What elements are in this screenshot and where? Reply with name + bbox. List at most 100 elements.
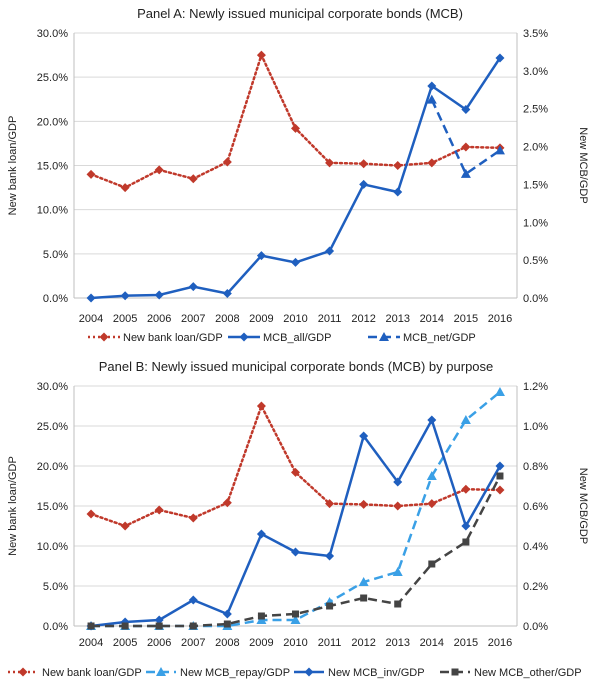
data-point xyxy=(291,257,300,267)
data-point xyxy=(393,161,403,170)
legend-label: New MCB_other/GDP xyxy=(474,667,582,679)
y-right-tick-label: 0.6% xyxy=(523,501,548,513)
data-point xyxy=(188,513,198,523)
y-left-tick-label: 0.0% xyxy=(43,621,68,633)
chart-title: Panel A: Newly issued municipal corporat… xyxy=(137,6,463,21)
data-point xyxy=(325,158,335,168)
y-right-tick-label: 0.0% xyxy=(523,621,548,633)
data-point xyxy=(154,615,164,625)
x-tick-label: 2006 xyxy=(147,637,171,649)
data-point xyxy=(292,610,299,618)
data-point xyxy=(426,94,437,104)
data-point xyxy=(223,620,231,628)
data-point xyxy=(120,521,130,531)
y-right-tick-label: 1.2% xyxy=(523,381,548,393)
y-right-tick-label: 0.5% xyxy=(523,255,548,267)
data-point xyxy=(359,159,369,169)
data-point xyxy=(86,169,96,179)
y-right-tick-label: 1.5% xyxy=(523,179,548,191)
data-point xyxy=(495,461,505,471)
x-tick-label: 2015 xyxy=(454,637,478,649)
data-point xyxy=(222,157,232,167)
x-tick-label: 2014 xyxy=(420,637,444,649)
x-tick-label: 2007 xyxy=(181,313,205,325)
data-point xyxy=(426,471,437,480)
legend-label: New MCB_repay/GDP xyxy=(180,667,290,679)
data-point xyxy=(188,282,198,292)
x-tick-label: 2007 xyxy=(181,637,205,649)
data-point xyxy=(154,505,164,515)
y-left-tick-label: 10.0% xyxy=(37,205,68,217)
x-tick-label: 2015 xyxy=(454,313,478,325)
data-point xyxy=(427,158,437,168)
x-tick-label: 2010 xyxy=(283,637,307,649)
x-tick-label: 2009 xyxy=(249,313,273,325)
x-tick-label: 2004 xyxy=(79,637,103,649)
data-point xyxy=(393,477,403,487)
data-point xyxy=(494,387,505,396)
legend-label: MCB_net/GDP xyxy=(403,332,476,344)
data-point xyxy=(188,174,198,184)
series-line xyxy=(90,416,502,628)
data-point xyxy=(189,622,197,630)
data-point xyxy=(291,547,300,557)
data-point xyxy=(257,612,265,620)
x-tick-label: 2006 xyxy=(147,313,171,325)
data-point xyxy=(394,600,402,608)
data-point xyxy=(392,567,403,576)
data-point xyxy=(325,551,335,561)
x-tick-label: 2012 xyxy=(351,637,375,649)
data-point xyxy=(121,622,129,630)
y-right-tick-label: 3.5% xyxy=(523,28,548,40)
data-point xyxy=(120,183,130,193)
x-tick-label: 2010 xyxy=(283,313,307,325)
x-tick-label: 2011 xyxy=(318,637,342,649)
legend-label: New bank loan/GDP xyxy=(123,332,223,344)
data-point xyxy=(325,246,335,256)
data-point xyxy=(428,560,436,568)
data-point xyxy=(427,499,437,509)
y-left-tick-label: 5.0% xyxy=(43,249,68,261)
y-left-tick-label: 0.0% xyxy=(43,293,68,305)
data-point xyxy=(326,602,334,610)
legend-marker xyxy=(239,332,249,342)
data-point xyxy=(393,501,403,511)
data-point xyxy=(154,290,164,300)
data-point xyxy=(461,104,471,114)
data-point xyxy=(188,595,198,605)
data-point xyxy=(325,499,335,509)
legend-label: New bank loan/GDP xyxy=(42,667,142,679)
data-point xyxy=(222,609,232,619)
y-right-tick-label: 2.5% xyxy=(523,104,548,116)
y-left-tick-label: 10.0% xyxy=(37,541,68,553)
y-right-tick-label: 0.0% xyxy=(523,293,548,305)
data-point xyxy=(290,615,301,624)
x-tick-label: 2013 xyxy=(385,637,409,649)
data-point xyxy=(291,123,300,133)
y-left-tick-label: 15.0% xyxy=(37,501,68,513)
y-right-tick-label: 1.0% xyxy=(523,217,548,229)
y-left-tick-label: 25.0% xyxy=(37,72,68,84)
data-point xyxy=(495,485,505,495)
x-tick-label: 2008 xyxy=(215,313,239,325)
data-point xyxy=(359,499,369,509)
data-point xyxy=(461,142,471,152)
y-right-tick-label: 0.4% xyxy=(523,541,548,553)
legend-label: MCB_all/GDP xyxy=(263,332,331,344)
y-left-tick-label: 30.0% xyxy=(37,28,68,40)
legend-marker xyxy=(451,668,459,676)
y-right-axis-label: New MCB/GDP xyxy=(577,468,589,544)
chart-title: Panel B: Newly issued municipal corporat… xyxy=(99,359,494,374)
data-point xyxy=(496,472,504,480)
data-point xyxy=(427,81,437,91)
data-point xyxy=(427,415,437,425)
data-point xyxy=(86,509,96,519)
y-left-axis-label: New bank loan/GDP xyxy=(7,456,19,556)
data-point xyxy=(462,538,470,546)
data-point xyxy=(393,187,403,197)
legend-marker xyxy=(379,332,389,341)
x-tick-label: 2016 xyxy=(488,313,512,325)
x-tick-label: 2014 xyxy=(420,313,444,325)
x-tick-label: 2005 xyxy=(113,313,137,325)
x-tick-label: 2012 xyxy=(351,313,375,325)
